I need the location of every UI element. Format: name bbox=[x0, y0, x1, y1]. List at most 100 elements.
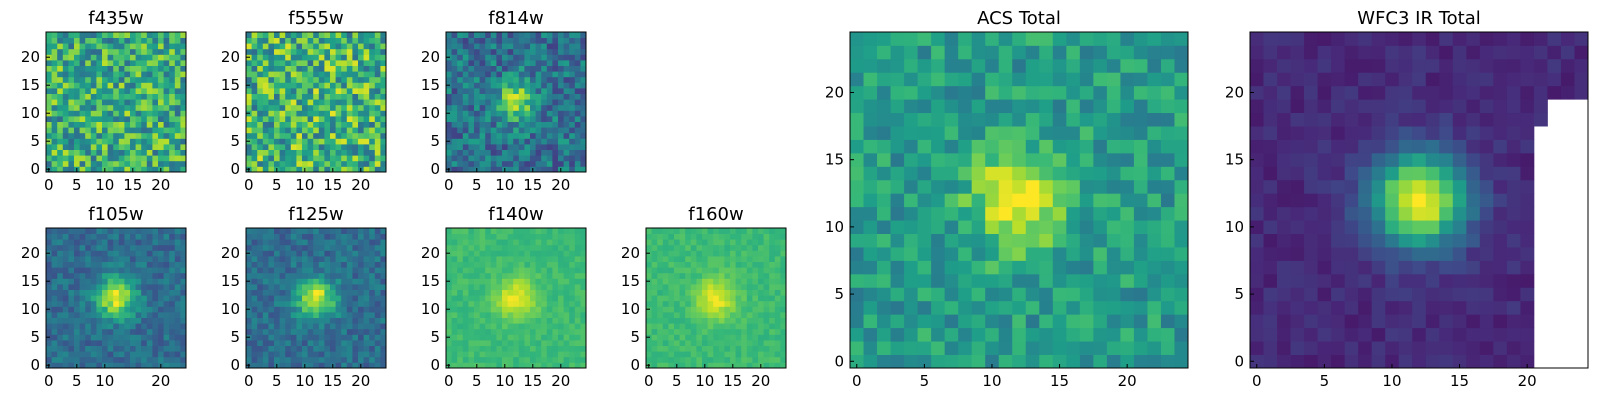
heatmap-cell bbox=[674, 289, 680, 296]
heatmap-cell bbox=[374, 306, 381, 313]
heatmap-cell bbox=[352, 54, 359, 61]
heatmap-cell bbox=[730, 278, 736, 285]
heatmap-cell bbox=[696, 256, 703, 262]
heatmap-cell bbox=[446, 93, 452, 100]
heatmap-cell bbox=[730, 250, 736, 257]
heatmap-cell bbox=[546, 244, 553, 251]
heatmap-cell bbox=[524, 328, 531, 335]
heatmap-cell bbox=[51, 48, 58, 55]
heatmap-cell bbox=[158, 48, 164, 55]
heatmap-cell bbox=[877, 287, 891, 302]
heatmap-cell bbox=[690, 228, 697, 234]
heatmap-cell bbox=[180, 65, 187, 72]
heatmap-cell bbox=[335, 71, 342, 78]
heatmap-cell bbox=[130, 334, 136, 341]
heatmap-cell bbox=[724, 289, 731, 296]
heatmap-cell bbox=[268, 300, 275, 307]
heatmap-cell bbox=[146, 306, 153, 313]
heatmap-cell bbox=[1174, 260, 1189, 275]
heatmap-cell bbox=[730, 340, 736, 346]
heatmap-cell bbox=[451, 32, 458, 38]
heatmap-cell bbox=[324, 155, 331, 162]
heatmap-cell bbox=[163, 132, 170, 139]
heatmap-cell bbox=[998, 179, 1013, 194]
heatmap-cell bbox=[971, 247, 986, 261]
heatmap-cell bbox=[457, 351, 464, 358]
heatmap-cell bbox=[917, 139, 932, 154]
heatmap-cell bbox=[152, 345, 159, 352]
heatmap-cell bbox=[296, 160, 303, 167]
heatmap-cell bbox=[279, 239, 286, 246]
heatmap-cell bbox=[341, 65, 348, 72]
heatmap-cell bbox=[758, 228, 764, 234]
heatmap-cell bbox=[180, 272, 187, 279]
heatmap-cell bbox=[662, 267, 669, 274]
heatmap-cell bbox=[146, 71, 153, 78]
heatmap-cell bbox=[118, 110, 125, 117]
heatmap-cell bbox=[302, 261, 308, 268]
heatmap-cell bbox=[457, 166, 464, 173]
heatmap-cell bbox=[369, 93, 376, 100]
heatmap-cell bbox=[369, 244, 376, 251]
heatmap-cell bbox=[507, 160, 514, 167]
heatmap-cell bbox=[507, 71, 514, 78]
heatmap-cell bbox=[646, 345, 652, 352]
heatmap-cell bbox=[74, 127, 80, 134]
heatmap-cell bbox=[524, 32, 531, 38]
heatmap-cell bbox=[374, 71, 381, 78]
heatmap-cell bbox=[102, 104, 108, 111]
heatmap-cell bbox=[274, 99, 280, 106]
heatmap-cell bbox=[180, 340, 187, 346]
heatmap-cell bbox=[1052, 273, 1067, 288]
heatmap-cell bbox=[496, 328, 503, 335]
heatmap-cell bbox=[257, 317, 264, 324]
heatmap-cell bbox=[679, 278, 686, 285]
heatmap-cell bbox=[302, 144, 308, 150]
heatmap-cell bbox=[468, 116, 475, 122]
heatmap-cell bbox=[971, 112, 986, 127]
heatmap-cell bbox=[346, 244, 353, 251]
heatmap-cell bbox=[163, 138, 170, 145]
heatmap-cell bbox=[451, 228, 458, 234]
heatmap-cell bbox=[257, 256, 264, 262]
heatmap-cell bbox=[302, 82, 308, 89]
heatmap-cell bbox=[985, 126, 1000, 140]
heatmap-cell bbox=[262, 300, 269, 307]
heatmap-cell bbox=[552, 317, 559, 324]
heatmap-cell bbox=[113, 32, 120, 38]
heatmap-cell bbox=[180, 244, 187, 251]
heatmap-cell bbox=[707, 278, 714, 285]
heatmap-cell bbox=[535, 76, 542, 83]
heatmap-cell bbox=[690, 362, 697, 369]
heatmap-cell bbox=[931, 273, 946, 288]
heatmap-cell bbox=[513, 334, 520, 341]
heatmap-cell bbox=[690, 351, 697, 358]
heatmap-cell bbox=[262, 228, 269, 234]
heatmap-cell bbox=[546, 110, 553, 117]
heatmap-cell bbox=[1066, 341, 1081, 355]
heatmap-cell bbox=[651, 345, 658, 352]
heatmap-cell bbox=[563, 356, 570, 363]
heatmap-cell bbox=[707, 323, 714, 330]
heatmap-cell bbox=[163, 93, 170, 100]
heatmap-cell bbox=[268, 362, 275, 369]
heatmap-cell bbox=[358, 334, 364, 341]
heatmap-cell bbox=[290, 48, 297, 55]
heatmap-cell bbox=[268, 267, 275, 274]
heatmap-cell bbox=[535, 149, 542, 156]
heatmap-cell bbox=[330, 278, 336, 285]
heatmap-cell bbox=[446, 60, 452, 66]
heatmap-cell bbox=[102, 155, 108, 162]
heatmap-cell bbox=[502, 244, 508, 251]
heatmap-cell bbox=[290, 362, 297, 369]
heatmap-cell bbox=[174, 295, 181, 302]
heatmap-cell bbox=[296, 60, 303, 66]
heatmap-cell bbox=[358, 76, 364, 83]
heatmap-cell bbox=[135, 244, 142, 251]
heatmap-cell bbox=[374, 166, 381, 173]
heatmap-cell bbox=[85, 351, 92, 358]
heatmap-cell bbox=[335, 32, 342, 38]
heatmap-cell bbox=[246, 300, 252, 307]
heatmap-cell bbox=[1079, 300, 1094, 315]
heatmap-cell bbox=[307, 104, 314, 111]
